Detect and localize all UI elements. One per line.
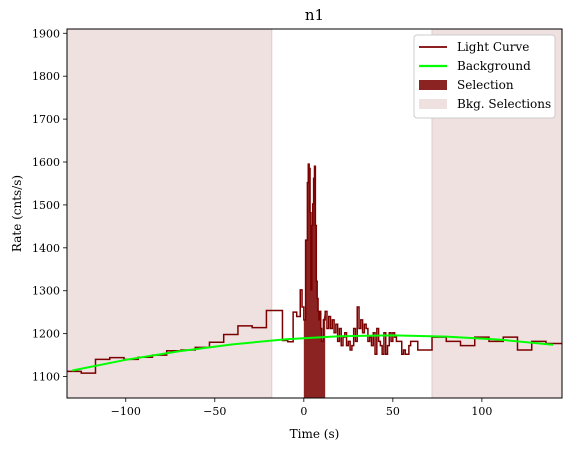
x-tick-label-2: 0	[300, 405, 307, 418]
light-curve-line	[67, 163, 562, 374]
y-axis-label: Rate (cnts/s)	[10, 175, 24, 252]
x-tick-label-0: −100	[111, 405, 141, 418]
y-tick-label-4: 1500	[32, 199, 60, 212]
y-tick-label-1: 1200	[32, 328, 60, 341]
y-tick-label-0: 1100	[32, 371, 60, 384]
x-axis-label: Time (s)	[290, 427, 340, 441]
legend-label-2: Selection	[457, 78, 514, 92]
series-layer	[67, 163, 562, 374]
legend-swatch-3	[419, 99, 447, 109]
chart-title: n1	[305, 6, 324, 24]
x-tick-label-3: 50	[386, 405, 400, 418]
y-tick-label-2: 1300	[32, 285, 60, 298]
legend-box	[413, 34, 556, 119]
x-tick-label-4: 100	[471, 405, 492, 418]
x-tick-label-1: −50	[203, 405, 226, 418]
selection-area-0	[303, 164, 326, 398]
y-tick-label-8: 1900	[32, 27, 60, 40]
bkg-selection-band-0	[67, 29, 272, 398]
y-tick-label-6: 1700	[32, 113, 60, 126]
y-tick-label-7: 1800	[32, 70, 60, 83]
legend-swatch-2	[419, 80, 447, 90]
axes-layer: −100 −50 0 50 100 1100 1200 1300 1400 1500 1600 170…	[32, 27, 492, 418]
legend: Light Curve Background Selection Bkg. Selec…	[413, 34, 556, 119]
selection-layer	[303, 164, 326, 398]
legend-label-0: Light Curve	[457, 40, 529, 54]
background-curve	[72, 334, 554, 372]
y-tick-label-3: 1400	[32, 242, 60, 255]
legend-label-3: Bkg. Selections	[457, 97, 551, 111]
legend-label-1: Background	[457, 59, 531, 73]
y-tick-label-5: 1600	[32, 156, 60, 169]
plot-frame	[66, 28, 563, 399]
